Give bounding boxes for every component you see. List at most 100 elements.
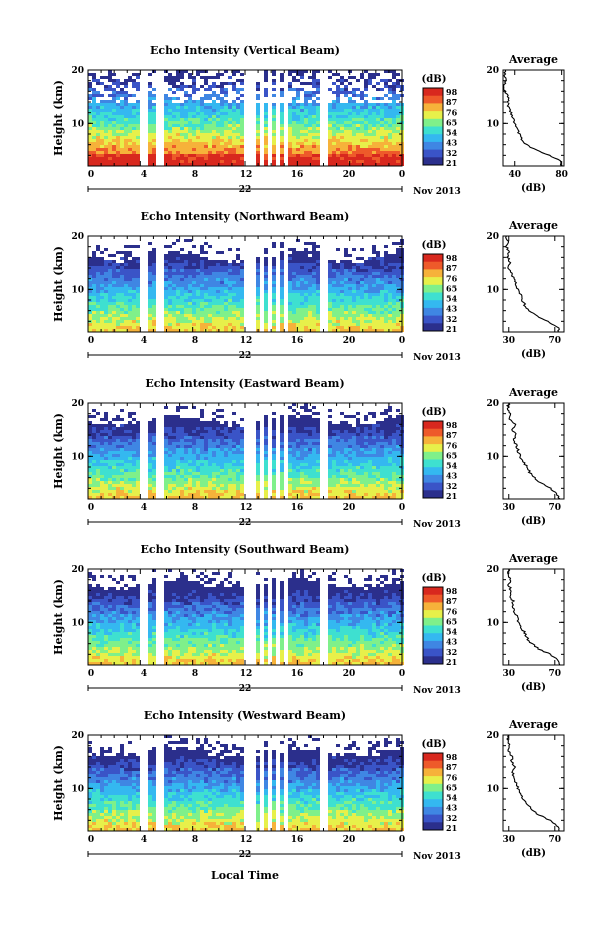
profile-x-label: (dB)	[521, 183, 546, 194]
heatmap-cell	[116, 281, 120, 284]
y-axis-label: Height (km)	[52, 246, 65, 322]
heatmap-cell	[120, 460, 124, 463]
heatmap-cell	[228, 278, 232, 281]
heatmap-cell	[300, 266, 304, 269]
heatmap-cell	[196, 302, 200, 305]
heatmap-cell	[180, 460, 184, 463]
heatmap-cell	[368, 263, 372, 266]
heatmap-cell	[208, 293, 212, 296]
heatmap-cell	[212, 133, 216, 136]
heatmap-cell	[168, 278, 172, 281]
heatmap-cell	[364, 287, 368, 290]
heatmap-cell	[204, 160, 208, 163]
heatmap-cell	[388, 115, 392, 118]
heatmap-cell	[232, 454, 236, 457]
heatmap-cell	[240, 305, 244, 308]
heatmap-cell	[232, 329, 236, 332]
heatmap-cell	[376, 103, 380, 106]
heatmap-cell	[204, 118, 208, 121]
heatmap-cell	[204, 463, 208, 466]
heatmap-cell	[196, 311, 200, 314]
heatmap-cell	[232, 154, 236, 157]
heatmap-cell	[200, 284, 204, 287]
heatmap-cell	[236, 142, 240, 145]
heatmap-cell	[136, 263, 140, 266]
heatmap-cell	[228, 142, 232, 145]
heatmap-cell	[88, 308, 92, 311]
heatmap-cell	[232, 463, 236, 466]
heatmap-cell	[344, 160, 348, 163]
heatmap-cell	[240, 329, 244, 332]
heatmap-cell	[384, 245, 388, 248]
heatmap-cell	[188, 442, 192, 445]
heatmap-cell	[364, 269, 368, 272]
heatmap-cell	[192, 320, 196, 323]
heatmap-cell	[152, 323, 156, 326]
heatmap-cell	[136, 481, 140, 484]
heatmap-cell	[224, 329, 228, 332]
heatmap-cell	[112, 281, 116, 284]
heatmap-cell	[220, 305, 224, 308]
heatmap-cell	[92, 436, 96, 439]
heatmap-cell	[192, 305, 196, 308]
heatmap-cell	[168, 142, 172, 145]
heatmap-cell	[120, 475, 124, 478]
heatmap-cell	[380, 142, 384, 145]
heatmap-cell	[316, 305, 320, 308]
heatmap-cell	[164, 136, 168, 139]
heatmap-cell	[392, 103, 396, 106]
heatmap-cell	[304, 311, 308, 314]
heatmap-cell	[292, 320, 296, 323]
heatmap-cell	[208, 326, 212, 329]
heatmap-cell	[332, 317, 336, 320]
heatmap-cell	[104, 326, 108, 329]
heatmap-cell	[88, 157, 92, 160]
heatmap-cell	[300, 73, 304, 76]
heatmap-cell	[208, 157, 212, 160]
heatmap-cell	[188, 487, 192, 490]
heatmap-cell	[152, 88, 156, 91]
heatmap-cell	[96, 317, 100, 320]
heatmap-cell	[188, 266, 192, 269]
heatmap-cell	[188, 139, 192, 142]
heatmap-cell	[204, 284, 208, 287]
heatmap-cell	[208, 103, 212, 106]
heatmap-cell	[168, 433, 172, 436]
heatmap-cell	[108, 154, 112, 157]
heatmap-cell	[312, 73, 316, 76]
heatmap-cell	[120, 439, 124, 442]
heatmap-cell	[376, 124, 380, 127]
heatmap-cell	[228, 451, 232, 454]
heatmap-cell	[112, 88, 116, 91]
heatmap-cell	[352, 163, 356, 166]
heatmap-cell	[220, 317, 224, 320]
heatmap-cell	[200, 466, 204, 469]
heatmap-cell	[120, 94, 124, 97]
heatmap-cell	[296, 97, 300, 100]
heatmap-cell	[176, 269, 180, 272]
colorbar-swatch	[423, 292, 443, 301]
heatmap-cell	[116, 145, 120, 148]
heatmap-cell	[236, 157, 240, 160]
heatmap-cell	[112, 145, 116, 148]
heatmap-cell	[172, 269, 176, 272]
heatmap-cell	[168, 157, 172, 160]
heatmap-cell	[316, 148, 320, 151]
heatmap-cell	[304, 484, 308, 487]
heatmap-cell	[216, 457, 220, 460]
heatmap-cell	[176, 311, 180, 314]
heatmap-cell	[152, 275, 156, 278]
heatmap-cell	[136, 475, 140, 478]
heatmap-cell	[168, 154, 172, 157]
heatmap-cell	[108, 490, 112, 493]
heatmap-cell	[388, 124, 392, 127]
heatmap-cell	[212, 91, 216, 94]
heatmap-cell	[300, 320, 304, 323]
colorbar-tick-label: 76	[446, 107, 458, 117]
heatmap-cell	[168, 421, 172, 424]
heatmap-cell	[288, 151, 292, 154]
heatmap-cell	[96, 133, 100, 136]
heatmap-cell	[272, 160, 276, 163]
heatmap-cell	[88, 451, 92, 454]
heatmap-cell	[272, 481, 276, 484]
